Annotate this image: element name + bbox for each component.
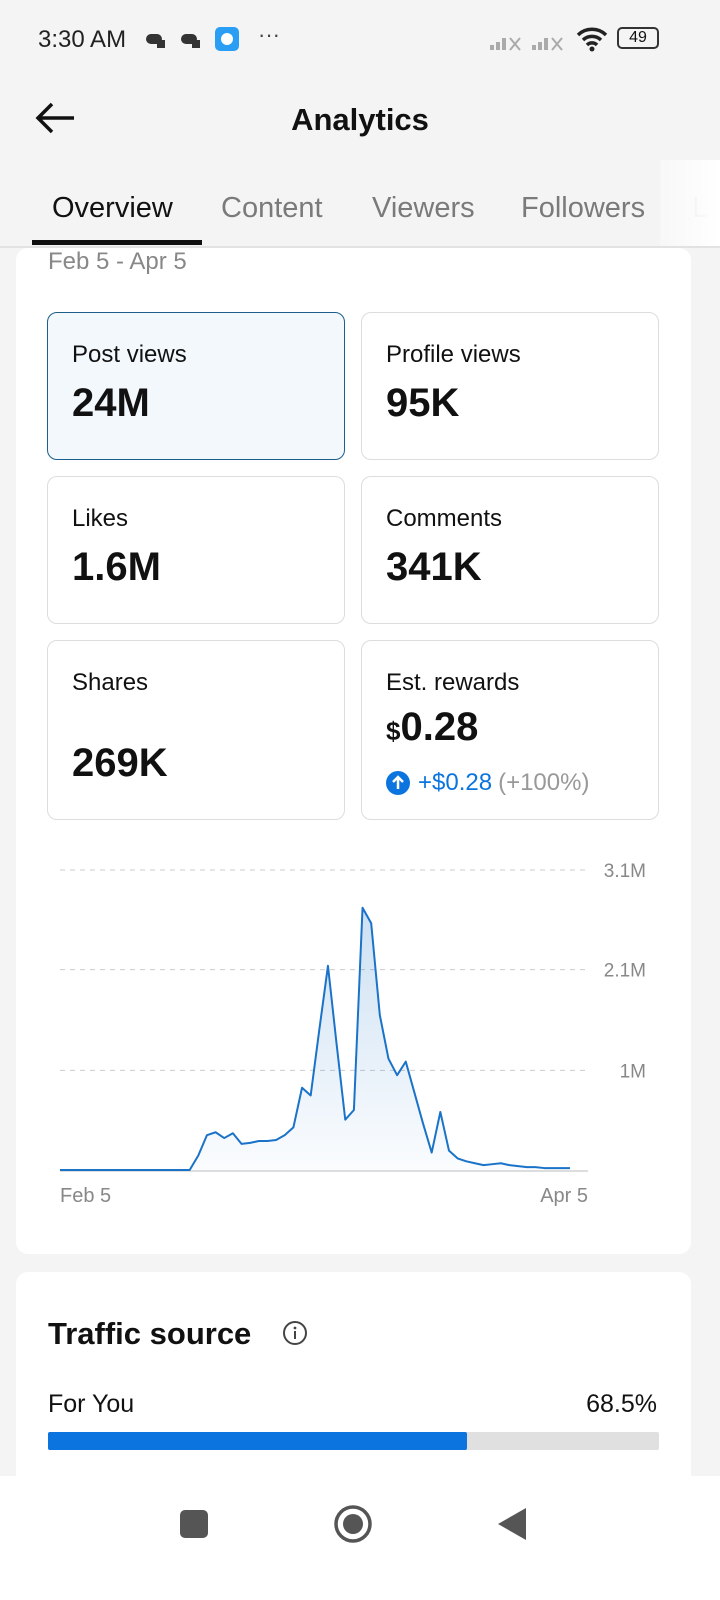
metric-post-views[interactable]: Post views 24M	[47, 312, 345, 460]
tab-fade	[660, 160, 720, 246]
info-icon[interactable]	[282, 1320, 308, 1351]
metric-shares[interactable]: Shares 269K	[47, 640, 345, 820]
y-tick-label: 1M	[620, 1061, 646, 1082]
chart-area	[60, 907, 570, 1170]
currency-symbol: $	[386, 716, 401, 746]
metric-value: 24M	[72, 381, 150, 425]
metric-value: 269K	[72, 741, 168, 785]
date-range: Feb 5 - Apr 5	[48, 248, 187, 275]
tab-content[interactable]: Content	[221, 192, 323, 224]
traffic-label: For You	[48, 1390, 135, 1418]
back-arrow-icon[interactable]	[32, 98, 76, 143]
traffic-title: Traffic source	[48, 1316, 252, 1351]
more-notifications-icon: ···	[258, 22, 280, 47]
metric-value: 1.6M	[72, 545, 161, 589]
rewards-change: +$0.28 (+100%)	[386, 769, 589, 797]
tab-bar: Overview Content Viewers Followers L	[0, 160, 720, 248]
rewards-amount: 0.28	[400, 705, 479, 749]
x-tick-label: Apr 5	[540, 1185, 588, 1207]
metric-label: Profile views	[386, 341, 521, 368]
metric-value: 341K	[386, 545, 482, 589]
app-notification-icon	[215, 27, 239, 56]
game-controller-icon	[180, 30, 202, 55]
x-tick-label: Feb 5	[60, 1185, 111, 1207]
metric-est-rewards[interactable]: Est. rewards $0.28 +$0.28 (+100%)	[361, 640, 659, 820]
metric-profile-views[interactable]: Profile views 95K	[361, 312, 659, 460]
tab-overview[interactable]: Overview	[52, 192, 173, 224]
metric-label: Post views	[72, 341, 187, 368]
metric-likes[interactable]: Likes 1.6M	[47, 476, 345, 624]
chart-line	[60, 906, 570, 1171]
traffic-bar-fill	[48, 1432, 467, 1450]
back-button-icon[interactable]	[496, 1506, 528, 1547]
signal-icon	[532, 30, 566, 57]
y-tick-label: 3.1M	[604, 861, 646, 882]
game-controller-icon	[145, 30, 167, 55]
nav-bar	[0, 1476, 720, 1600]
wifi-icon	[576, 26, 608, 57]
traffic-value: 68.5%	[586, 1390, 657, 1418]
metric-label: Likes	[72, 505, 129, 532]
traffic-bar-track	[48, 1432, 659, 1450]
status-time: 3:30 AM	[38, 26, 127, 53]
signal-icon	[490, 30, 524, 57]
metric-label: Comments	[386, 505, 503, 532]
metric-label: Shares	[72, 669, 149, 696]
change-amount: +$0.28	[418, 769, 493, 796]
app-header: Analytics	[0, 80, 720, 160]
metric-value: $0.28	[386, 705, 478, 750]
metric-comments[interactable]: Comments 341K	[361, 476, 659, 624]
tab-viewers[interactable]: Viewers	[372, 192, 475, 224]
page-title: Analytics	[291, 102, 429, 137]
metric-value: 95K	[386, 381, 460, 425]
battery-icon: 49	[617, 27, 659, 49]
recents-button-icon[interactable]	[180, 1510, 210, 1545]
tab-followers[interactable]: Followers	[521, 192, 646, 224]
active-tab-indicator	[32, 240, 202, 245]
arrow-up-circle-icon	[386, 771, 410, 795]
status-bar: 3:30 AM ··· 49	[0, 0, 720, 80]
change-percent: (+100%)	[498, 769, 590, 796]
home-button-icon[interactable]	[333, 1504, 373, 1549]
metric-label: Est. rewards	[386, 669, 520, 696]
y-tick-label: 2.1M	[604, 961, 646, 982]
post-views-chart: 1M 2.1M 3.1M Feb 5 Apr 5	[60, 861, 646, 1207]
